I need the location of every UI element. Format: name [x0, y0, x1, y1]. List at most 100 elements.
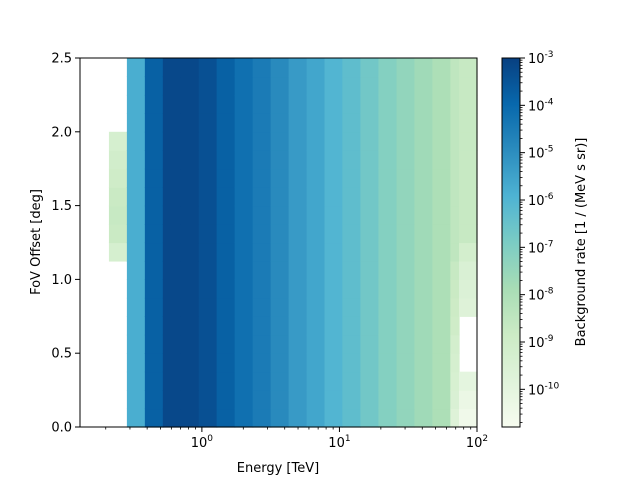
heatmap-cell	[324, 353, 343, 373]
heatmap-cell	[342, 205, 361, 225]
heatmap-cell	[162, 76, 182, 96]
heatmap-cell	[180, 371, 200, 391]
heatmap-cell	[360, 150, 380, 170]
heatmap-cell	[450, 76, 460, 96]
heatmap-cell	[360, 224, 380, 244]
heatmap-cell	[342, 131, 361, 151]
heatmap-cell	[162, 297, 182, 317]
heatmap-cell	[432, 316, 451, 336]
y-tick-label: 1.5	[51, 199, 72, 214]
heatmap-cell	[216, 205, 236, 225]
heatmap-cell	[234, 187, 254, 207]
heatmap-cell	[234, 279, 254, 299]
heatmap-cell	[216, 242, 236, 262]
heatmap-cell	[432, 224, 451, 244]
heatmap-cell	[216, 58, 236, 78]
heatmap-cell	[432, 94, 451, 114]
heatmap-cell	[198, 205, 218, 225]
heatmap-cell	[450, 334, 460, 354]
colorbar-ticks: 10-3 10-4 10-5 10-6 10-7 10-8 10-9 10-10	[520, 50, 560, 423]
heatmap-cell	[432, 390, 451, 410]
heatmap-cell	[180, 58, 200, 78]
y-tick-label: 0.5	[51, 347, 72, 362]
heatmap-cell	[252, 334, 272, 354]
heatmap-cell	[414, 205, 433, 225]
heatmap-cell	[180, 408, 200, 428]
heatmap-cell	[324, 131, 343, 151]
heatmap-cell	[360, 242, 380, 262]
heatmap-cell	[414, 371, 433, 391]
heatmap-cell	[450, 353, 460, 373]
heatmap-cell	[360, 408, 380, 428]
heatmap-cell	[288, 205, 308, 225]
heatmap-cell	[288, 260, 308, 280]
heatmap-cell	[378, 334, 398, 354]
heatmap-cell	[216, 260, 236, 280]
heatmap-cell	[459, 297, 478, 317]
heatmap-cell	[252, 205, 272, 225]
heatmap-cell	[360, 58, 380, 78]
heatmap-cell	[306, 408, 326, 428]
heatmap-cell	[252, 408, 272, 428]
heatmap-cell	[234, 58, 254, 78]
heatmap-cell	[234, 113, 254, 133]
heatmap-cell	[342, 58, 361, 78]
heatmap-cell	[126, 408, 146, 428]
heatmap-cell	[216, 224, 236, 244]
heatmap-cell	[306, 224, 326, 244]
heatmap-cell	[288, 334, 308, 354]
heatmap-cell	[180, 205, 200, 225]
heatmap-cell	[306, 353, 326, 373]
heatmap-cell	[270, 168, 290, 188]
heatmap-cell	[378, 131, 398, 151]
heatmap-cell	[459, 224, 478, 244]
heatmap-cell	[252, 316, 272, 336]
heatmap-cell	[414, 334, 433, 354]
heatmap-cell	[144, 150, 164, 170]
heatmap-cell	[270, 371, 290, 391]
heatmap-cell	[324, 316, 343, 336]
heatmap-cell	[270, 260, 290, 280]
heatmap-cell	[342, 408, 361, 428]
heatmap-cell	[306, 242, 326, 262]
heatmap-cell	[396, 353, 416, 373]
heatmap-cell	[342, 371, 361, 391]
colorbar-tick-label: 10-8	[528, 287, 554, 304]
heatmap-cell	[324, 334, 343, 354]
heatmap-cell	[459, 371, 478, 391]
heatmap-cell	[324, 58, 343, 78]
heatmap-cell	[216, 113, 236, 133]
heatmap-cell	[459, 242, 478, 262]
heatmap-cell	[162, 113, 182, 133]
heatmap-cell	[450, 371, 460, 391]
heatmap-cell	[360, 168, 380, 188]
heatmap-cell	[270, 94, 290, 114]
heatmap-cell	[450, 390, 460, 410]
heatmap-cell	[180, 316, 200, 336]
heatmap-cell	[342, 150, 361, 170]
heatmap-cell	[450, 260, 460, 280]
heatmap-cell	[108, 205, 128, 225]
heatmap-cell	[198, 168, 218, 188]
heatmap-cell	[324, 113, 343, 133]
heatmap-cell	[450, 316, 460, 336]
heatmap-cell	[306, 150, 326, 170]
heatmap-cell	[180, 76, 200, 96]
heatmap-cell	[459, 168, 478, 188]
heatmap-cell	[306, 187, 326, 207]
heatmap-cell	[270, 131, 290, 151]
heatmap-cell	[144, 353, 164, 373]
colorbar-tick-label: 10-9	[528, 334, 554, 351]
heatmap-cell	[450, 242, 460, 262]
heatmap-cell	[324, 76, 343, 96]
colorbar-tick-label: 10-6	[528, 192, 554, 209]
heatmap-cell	[216, 353, 236, 373]
heatmap-cell	[252, 297, 272, 317]
heatmap-cell	[252, 168, 272, 188]
heatmap-cell	[270, 205, 290, 225]
heatmap-cell	[288, 408, 308, 428]
x-tick-label: 101	[328, 434, 350, 451]
heatmap-cell	[270, 113, 290, 133]
heatmap-cell	[144, 131, 164, 151]
heatmap-cell	[126, 260, 146, 280]
